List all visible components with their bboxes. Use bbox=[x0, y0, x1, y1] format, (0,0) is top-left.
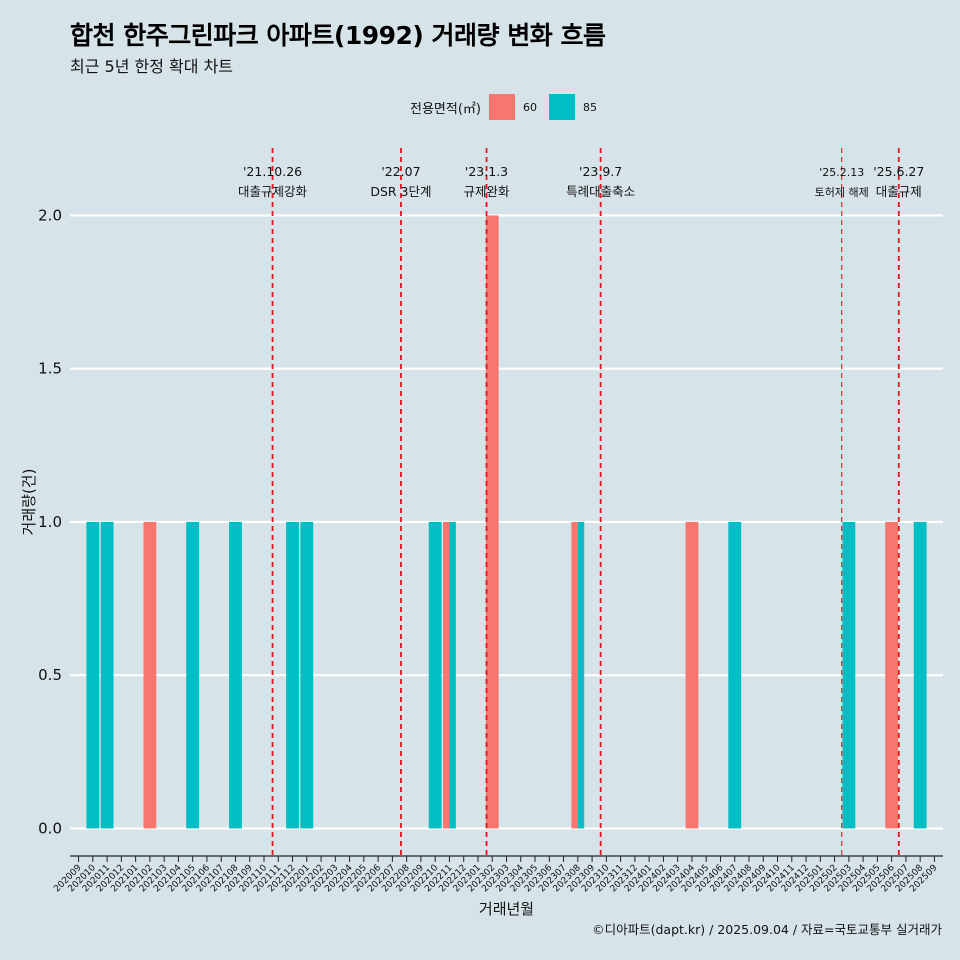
bar-85-202308 bbox=[577, 521, 585, 829]
y-tick-label: 1.0 bbox=[38, 513, 62, 531]
event-date: '22.07 bbox=[381, 164, 420, 179]
bar-60-202506 bbox=[885, 521, 899, 829]
event-date: '21.10.26 bbox=[243, 164, 302, 179]
event-date: '25.2.13 bbox=[819, 166, 864, 179]
bar-85-202105 bbox=[186, 521, 200, 829]
bar-85-202011 bbox=[100, 521, 114, 829]
event-label: DSR 3단계 bbox=[370, 184, 431, 199]
bar-85-202010 bbox=[86, 521, 100, 829]
bar-85-202210 bbox=[428, 521, 442, 829]
bar-85-202108 bbox=[229, 521, 242, 829]
y-tick-label: 2.0 bbox=[38, 206, 62, 224]
legend: 전용면적(㎡) 60 85 bbox=[410, 94, 609, 120]
source-caption: ©디아파트(dapt.kr) / 2025.09.04 / 자료=국토교통부 실… bbox=[592, 922, 942, 937]
x-axis-title: 거래년월 bbox=[479, 900, 534, 918]
bar-60-202211 bbox=[443, 521, 450, 829]
legend-label-85: 85 bbox=[582, 100, 597, 114]
bar-85-202503 bbox=[842, 521, 856, 829]
legend-swatch-60 bbox=[488, 94, 515, 120]
bar-60-202302 bbox=[485, 215, 499, 829]
bar-85-202112 bbox=[286, 521, 299, 829]
bar-60-202404 bbox=[685, 521, 699, 829]
bar-85-202201 bbox=[300, 521, 314, 829]
event-date: '23.9.7 bbox=[579, 164, 622, 179]
event-label: 대출규제강화 bbox=[238, 184, 308, 199]
y-tick-label: 1.5 bbox=[38, 360, 62, 378]
bar-85-202407 bbox=[728, 521, 742, 829]
legend-swatch-85 bbox=[548, 94, 575, 120]
y-tick-label: 0.0 bbox=[38, 819, 62, 837]
chart-title: 합천 한주그린파크 아파트(1992) 거래량 변화 흐름 bbox=[70, 21, 606, 50]
event-date: '23.1.3 bbox=[465, 164, 508, 179]
legend-title: 전용면적(㎡) bbox=[410, 101, 481, 117]
event-date: '25.6.27 bbox=[873, 164, 924, 179]
legend-label-60: 60 bbox=[522, 100, 537, 114]
y-axis-title: 거래량(건) bbox=[20, 469, 38, 536]
event-label: 특례대출축소 bbox=[566, 184, 635, 199]
bar-85-202508 bbox=[913, 521, 927, 829]
bar-85-202211 bbox=[449, 521, 456, 829]
bar-60-202308 bbox=[571, 521, 578, 829]
event-label: 토허제 해제 bbox=[815, 185, 869, 199]
event-label: 대출규제 bbox=[876, 184, 922, 199]
y-tick-label: 0.5 bbox=[38, 666, 62, 684]
bar-60-202102 bbox=[143, 521, 157, 829]
event-label: 규제완화 bbox=[464, 184, 511, 199]
chart-subtitle: 최근 5년 한정 확대 차트 bbox=[70, 57, 234, 76]
